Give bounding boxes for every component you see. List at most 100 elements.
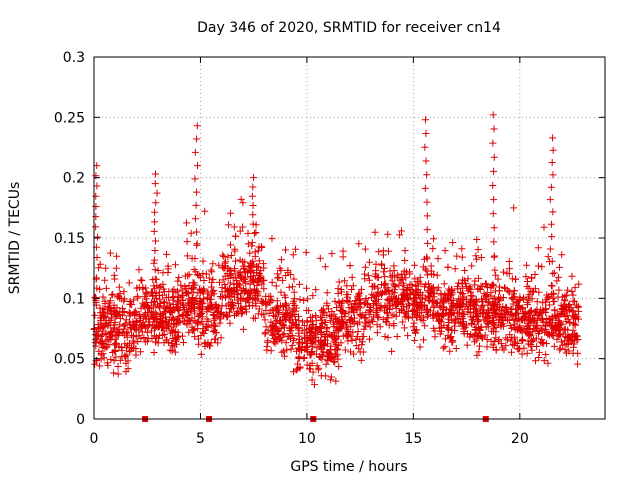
data-point: [356, 289, 364, 297]
data-point: [288, 312, 296, 320]
data-point: [201, 342, 209, 350]
data-point: [381, 333, 389, 341]
data-point: [174, 277, 182, 285]
data-point: [307, 329, 315, 337]
data-point: [534, 262, 542, 270]
data-point: [476, 306, 484, 314]
data-point: [430, 271, 438, 279]
data-point: [92, 202, 100, 210]
data-point: [502, 334, 510, 342]
data-point: [118, 304, 126, 312]
data-point: [195, 318, 203, 326]
data-point: [362, 314, 370, 322]
data-point: [490, 305, 498, 313]
y-axis-label: SRMTID / TECUs: [7, 182, 23, 295]
data-point: [441, 247, 449, 255]
data-point: [550, 269, 558, 277]
data-point: [483, 343, 491, 351]
data-point: [411, 336, 419, 344]
data-point: [509, 294, 517, 302]
data-point: [269, 312, 277, 320]
data-point: [252, 269, 260, 277]
data-point: [508, 348, 516, 356]
data-point: [569, 337, 577, 345]
data-point: [383, 318, 391, 326]
data-point: [547, 183, 555, 191]
data-point: [191, 175, 199, 183]
data-point: [503, 336, 511, 344]
data-point: [433, 271, 441, 279]
data-point: [482, 280, 490, 288]
data-point: [518, 315, 526, 323]
data-point: [147, 327, 155, 335]
data-point: [548, 233, 556, 241]
data-point: [364, 272, 372, 280]
x-axis-label: GPS time / hours: [290, 459, 407, 475]
data-point: [532, 334, 540, 342]
data-point: [474, 285, 482, 293]
data-point: [276, 317, 284, 325]
axis-ticks: 0 5 10 15 20 0 0.05 0.1 0.15 0.2 0.25 0.3: [54, 50, 605, 447]
data-point: [313, 344, 321, 352]
data-point: [326, 317, 334, 325]
data-point: [110, 324, 118, 332]
data-point: [238, 286, 246, 294]
data-point: [381, 273, 389, 281]
data-point: [531, 308, 539, 316]
data-point: [216, 319, 224, 327]
data-point: [136, 348, 144, 356]
data-point: [253, 263, 261, 271]
data-point: [330, 323, 338, 331]
data-point: [294, 345, 302, 353]
data-point: [147, 308, 155, 316]
data-point: [224, 253, 232, 261]
data-point: [282, 301, 290, 309]
data-point: [547, 220, 555, 228]
data-point: [454, 279, 462, 287]
data-point: [439, 298, 447, 306]
data-point: [525, 284, 533, 292]
data-point: [424, 239, 432, 247]
data-point: [507, 337, 515, 345]
data-point: [93, 182, 101, 190]
data-point: [303, 306, 311, 314]
data-point: [94, 324, 102, 332]
data-point: [201, 207, 209, 215]
data-point: [430, 235, 438, 243]
data-point: [95, 264, 103, 272]
data-point: [105, 341, 113, 349]
data-point: [249, 220, 257, 228]
data-point: [429, 245, 437, 253]
data-point: [102, 319, 110, 327]
data-point: [460, 330, 468, 338]
data-point: [268, 235, 276, 243]
data-point: [250, 229, 258, 237]
data-point: [504, 309, 512, 317]
data-point: [344, 298, 352, 306]
data-point: [341, 277, 349, 285]
data-point: [441, 343, 449, 351]
data-point: [403, 303, 411, 311]
data-point: [199, 328, 207, 336]
data-point: [502, 303, 510, 311]
data-point: [316, 322, 324, 330]
data-point: [402, 310, 410, 318]
data-point: [489, 111, 497, 119]
data-point: [219, 251, 227, 259]
data-point: [510, 287, 518, 295]
data-point: [231, 265, 239, 273]
data-point: [344, 290, 352, 298]
data-point: [477, 253, 485, 261]
data-point: [255, 305, 263, 313]
data-point: [230, 223, 238, 231]
data-point: [349, 328, 357, 336]
data-point: [575, 280, 583, 288]
data-point: [339, 253, 347, 261]
data-point: [535, 348, 543, 356]
data-point: [296, 363, 304, 371]
data-point: [174, 293, 182, 301]
data-point: [394, 299, 402, 307]
data-point: [205, 274, 213, 282]
data-point: [566, 301, 574, 309]
data-point: [267, 347, 275, 355]
